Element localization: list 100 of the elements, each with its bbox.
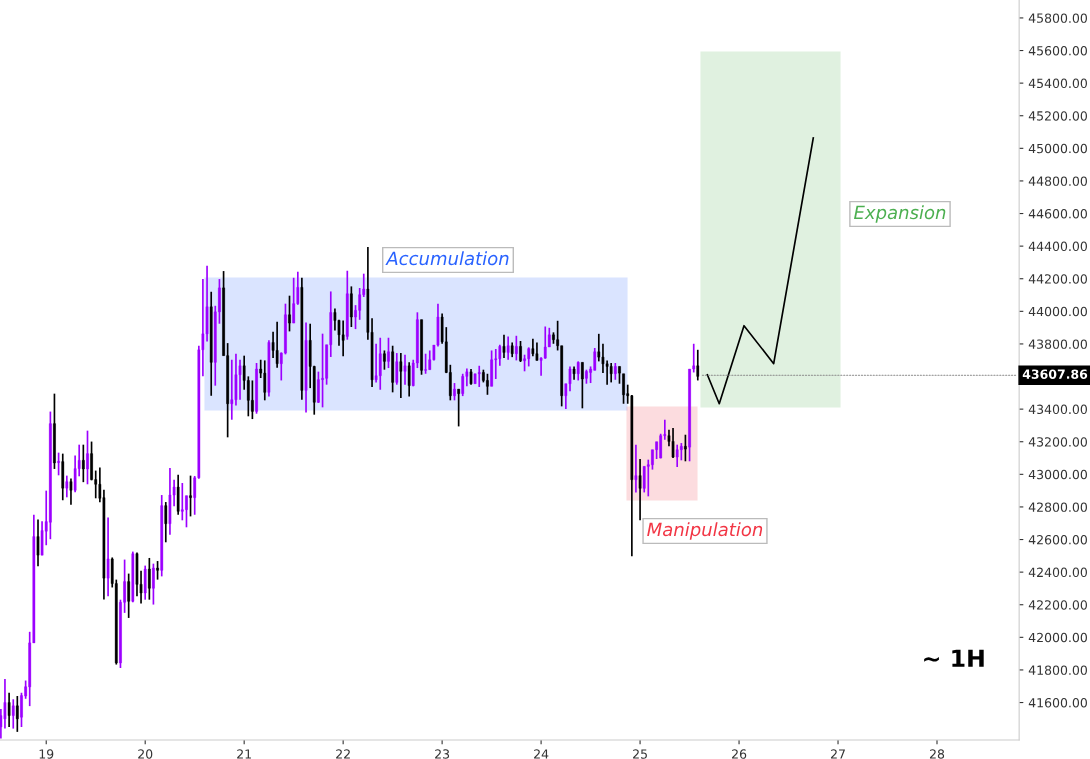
candlestick bbox=[383, 349, 386, 371]
candlestick bbox=[255, 362, 258, 415]
candlestick bbox=[457, 388, 460, 428]
candlestick bbox=[613, 362, 617, 381]
candlestick bbox=[180, 482, 184, 522]
candlestick bbox=[399, 352, 403, 399]
y-tick-label: 45000.00 bbox=[1028, 143, 1087, 154]
y-tick-label: 45400.00 bbox=[1028, 78, 1087, 89]
y-tick-label: 42000.00 bbox=[1028, 632, 1087, 643]
candlestick bbox=[684, 433, 687, 463]
candlestick bbox=[543, 325, 547, 360]
candlestick bbox=[148, 557, 151, 601]
candlestick bbox=[7, 691, 11, 728]
candlestick bbox=[15, 695, 19, 733]
candlestick bbox=[638, 458, 642, 522]
y-tick-label: 41600.00 bbox=[1028, 698, 1087, 708]
candlestick bbox=[634, 443, 638, 494]
candlestick bbox=[333, 307, 337, 332]
annotation: Manipulation bbox=[647, 522, 763, 540]
candlestick bbox=[552, 331, 555, 345]
x-tick-label: 23 bbox=[435, 749, 450, 759]
candlestick bbox=[350, 285, 353, 328]
candlestick bbox=[581, 361, 584, 410]
x-tick-label: 25 bbox=[633, 749, 647, 759]
y-tick-label: 41800.00 bbox=[1028, 665, 1087, 675]
candlestick bbox=[519, 340, 522, 363]
candlestick bbox=[593, 347, 597, 372]
candlestick bbox=[420, 318, 423, 376]
annotation: ~ 1H bbox=[924, 649, 984, 667]
candlestick bbox=[81, 443, 85, 483]
candlestick bbox=[482, 368, 485, 384]
candlestick bbox=[515, 334, 518, 362]
candlestick bbox=[453, 382, 456, 402]
candlestick bbox=[57, 451, 60, 477]
candlestick bbox=[152, 562, 155, 606]
candlestick bbox=[502, 333, 506, 359]
y-tick-label: 42200.00 bbox=[1028, 600, 1087, 610]
candlestick bbox=[156, 560, 159, 581]
candlestick bbox=[189, 474, 192, 518]
y-tick-label: 42400.00 bbox=[1028, 567, 1087, 578]
annotation: Expansion bbox=[854, 205, 946, 223]
candlestick bbox=[568, 365, 572, 393]
y-tick-label: 43400.00 bbox=[1028, 404, 1087, 415]
candlestick bbox=[407, 361, 411, 398]
candlestick bbox=[317, 370, 320, 404]
candlestick bbox=[609, 362, 613, 384]
candlestick bbox=[341, 319, 345, 358]
y-tick-label: 42600.00 bbox=[1028, 535, 1087, 545]
candlestick bbox=[275, 320, 279, 369]
candlestick bbox=[696, 348, 700, 382]
x-tick-label: 28 bbox=[929, 749, 945, 759]
candlestick bbox=[391, 344, 394, 394]
candlestick bbox=[106, 516, 110, 598]
candlestick bbox=[576, 360, 580, 382]
candlestick bbox=[143, 564, 147, 601]
y-tick-label: 44000.00 bbox=[1028, 306, 1087, 317]
x-tick-label: 20 bbox=[138, 749, 153, 759]
x-tick-label: 22 bbox=[336, 749, 350, 759]
candlestick bbox=[321, 332, 324, 409]
y-tick-label: 44600.00 bbox=[1028, 209, 1087, 219]
candlestick bbox=[263, 359, 267, 402]
x-tick-label: 21 bbox=[237, 749, 251, 759]
candlestick bbox=[358, 287, 362, 321]
line-series bbox=[706, 137, 815, 405]
candlestick bbox=[288, 294, 291, 333]
candlestick bbox=[86, 429, 89, 486]
candlestick bbox=[230, 358, 234, 421]
x-tick-label: 24 bbox=[534, 749, 549, 759]
y-tick-label: 42800.00 bbox=[1028, 502, 1087, 512]
candlestick bbox=[675, 443, 679, 468]
x-tick-label: 27 bbox=[830, 749, 845, 759]
candlestick bbox=[395, 352, 399, 386]
candlestick bbox=[403, 353, 407, 386]
y-tick-label: 43000.00 bbox=[1028, 469, 1087, 480]
x-tick-label: 19 bbox=[39, 749, 54, 759]
candlestick bbox=[659, 432, 663, 460]
annotation: Accumulation bbox=[385, 251, 509, 266]
y-tick-label: 45200.00 bbox=[1028, 111, 1087, 121]
candlestick bbox=[506, 335, 510, 361]
y-tick-label: 44800.00 bbox=[1028, 176, 1087, 186]
y-tick-label: 45600.00 bbox=[1028, 46, 1087, 56]
candlestick bbox=[185, 494, 188, 529]
candlestick bbox=[69, 477, 73, 506]
y-tick-label: 43800.00 bbox=[1028, 339, 1087, 349]
candlestick bbox=[461, 372, 465, 397]
candlestick bbox=[164, 501, 168, 544]
candlestick bbox=[486, 372, 489, 396]
candlestick bbox=[585, 368, 588, 385]
candlestick bbox=[238, 358, 242, 401]
candlestick bbox=[90, 440, 93, 482]
candlestick bbox=[65, 474, 69, 499]
y-tick-label: 43200.00 bbox=[1028, 437, 1087, 447]
candlestick bbox=[53, 392, 56, 470]
candlestick bbox=[477, 364, 481, 388]
y-tick-label: 44400.00 bbox=[1028, 241, 1087, 252]
candlestick bbox=[527, 346, 531, 368]
candlestick bbox=[251, 379, 254, 420]
annotation: 43607.86 bbox=[1022, 369, 1088, 379]
candlestick bbox=[387, 336, 390, 369]
candlestick bbox=[378, 336, 382, 391]
